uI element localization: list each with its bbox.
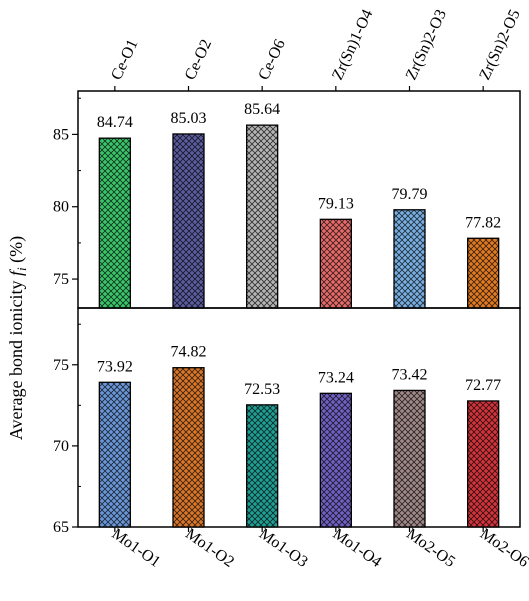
category-label: Mo1-O3 [256, 525, 311, 571]
data-label: 79.13 [318, 195, 354, 212]
bar-hatch [467, 237, 500, 309]
y-tick-label: 75 [53, 357, 69, 374]
category-label: Zr(Sn)2-O5 [476, 7, 523, 83]
data-label: 72.53 [244, 381, 280, 398]
bar-hatch [319, 218, 352, 309]
data-label: 72.77 [465, 377, 501, 394]
data-label: 84.74 [97, 114, 133, 131]
y-tick-label: 70 [53, 438, 69, 455]
top-panel: 75 80 85 84.74 Ce-O1 85.03 Ce-O2 85.64 Ce-O6 79.1… [53, 7, 524, 309]
data-label: 85.64 [244, 101, 280, 118]
category-label: Mo1-O4 [330, 525, 385, 571]
y-tick-label: 75 [53, 271, 69, 288]
bottom-panel: 65 70 75 73.92 Mo1-O1 74.82 Mo1-O2 72.53 Mo1-O3 7… [53, 307, 529, 571]
bar-hatch [246, 404, 279, 528]
data-label: 74.82 [171, 344, 207, 361]
bar-hatch [98, 137, 131, 309]
category-label: Ce-O6 [255, 37, 288, 83]
category-label: Ce-O1 [108, 37, 141, 83]
data-label: 73.92 [97, 358, 133, 375]
y-tick-label: 65 [53, 519, 69, 536]
category-label: Mo2-O5 [403, 525, 458, 571]
category-label: Zr(Sn)2-O3 [403, 7, 450, 83]
category-label: Mo1-O2 [182, 525, 237, 571]
data-label: 73.42 [392, 366, 428, 383]
bar-hatch [467, 400, 500, 528]
category-label: Mo2-O6 [477, 525, 529, 571]
data-label: 77.82 [465, 214, 501, 231]
data-label: 73.24 [318, 369, 354, 386]
category-label: Zr(Sn)1-O4 [329, 7, 376, 83]
category-label: Mo1-O1 [109, 525, 164, 571]
panel-frame [77, 90, 521, 309]
bar-hatch [172, 367, 205, 528]
bar-hatch [393, 389, 426, 528]
y-tick-label: 80 [53, 199, 69, 216]
data-label: 79.79 [392, 186, 428, 203]
bar-hatch [98, 381, 131, 528]
panel-frame [77, 307, 521, 528]
category-label: Ce-O2 [182, 37, 215, 83]
data-label: 85.03 [171, 110, 207, 127]
y-tick-label: 85 [53, 126, 69, 143]
bar-hatch [172, 133, 205, 309]
bar-hatch [393, 209, 426, 309]
y-axis-label: Average bond ionicity fi (%) [6, 236, 29, 440]
bar-hatch [246, 124, 279, 309]
bar-hatch [319, 392, 352, 528]
